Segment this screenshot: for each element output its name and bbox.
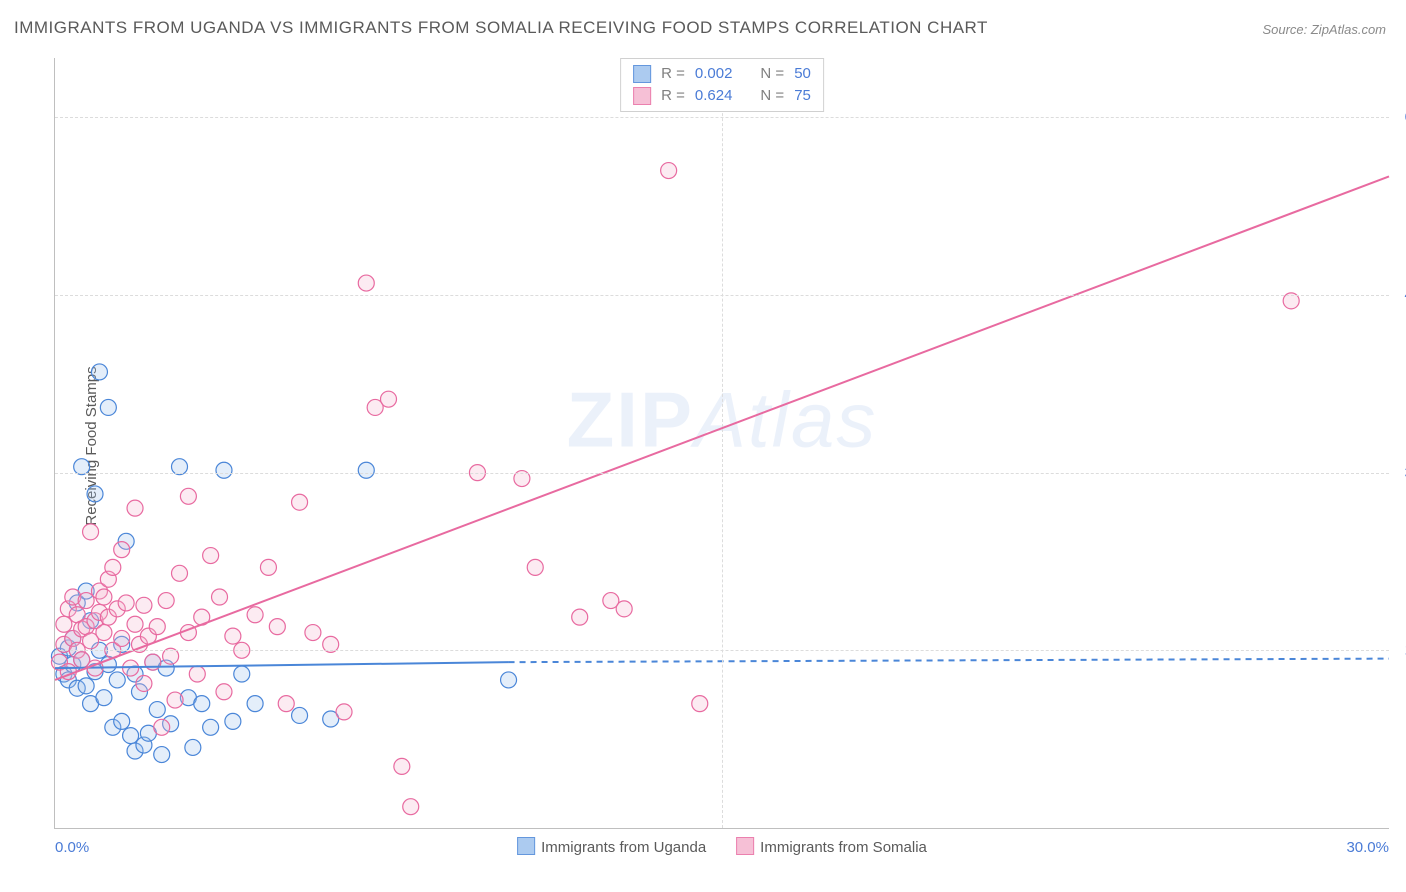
data-point-somalia (305, 625, 321, 641)
data-point-somalia (56, 616, 72, 632)
data-point-somalia (358, 275, 374, 291)
data-point-somalia (216, 684, 232, 700)
data-point-somalia (616, 601, 632, 617)
data-point-somalia (78, 593, 94, 609)
y-tick-label: 60.0% (1395, 109, 1406, 126)
trend-line-uganda (509, 659, 1389, 663)
data-point-somalia (661, 163, 677, 179)
data-point-somalia (172, 565, 188, 581)
data-point-somalia (403, 799, 419, 815)
data-point-somalia (167, 692, 183, 708)
r-label: R = (661, 63, 685, 85)
data-point-somalia (114, 630, 130, 646)
data-point-somalia (212, 589, 228, 605)
data-point-somalia (105, 559, 121, 575)
data-point-somalia (127, 616, 143, 632)
n-value-uganda: 50 (794, 63, 811, 85)
data-point-somalia (260, 559, 276, 575)
data-point-uganda (96, 690, 112, 706)
r-value-somalia: 0.624 (695, 85, 733, 107)
chart-title: IMMIGRANTS FROM UGANDA VS IMMIGRANTS FRO… (14, 18, 988, 38)
legend-label-somalia: Immigrants from Somalia (760, 839, 927, 856)
n-value-somalia: 75 (794, 85, 811, 107)
legend-series: Immigrants from Uganda Immigrants from S… (517, 837, 927, 856)
y-tick-label: 30.0% (1395, 464, 1406, 481)
data-point-uganda (194, 696, 210, 712)
legend-stats: R = 0.002 N = 50 R = 0.624 N = 75 (620, 58, 824, 112)
data-point-uganda (149, 702, 165, 718)
n-label: N = (760, 63, 784, 85)
data-point-somalia (292, 494, 308, 510)
y-tick-label: 15.0% (1395, 642, 1406, 659)
y-tick-label: 45.0% (1395, 286, 1406, 303)
n-label: N = (760, 85, 784, 107)
data-point-uganda (123, 728, 139, 744)
data-point-somalia (336, 704, 352, 720)
data-point-uganda (100, 399, 116, 415)
data-point-somalia (572, 609, 588, 625)
legend-stats-row-somalia: R = 0.624 N = 75 (633, 85, 811, 107)
data-point-somalia (127, 500, 143, 516)
data-point-somalia (158, 593, 174, 609)
data-point-somalia (527, 559, 543, 575)
data-point-uganda (91, 364, 107, 380)
data-point-somalia (136, 597, 152, 613)
data-point-somalia (225, 628, 241, 644)
legend-swatch-somalia (736, 837, 754, 855)
data-point-somalia (692, 696, 708, 712)
data-point-uganda (225, 713, 241, 729)
legend-item-uganda: Immigrants from Uganda (517, 837, 706, 856)
source-credit: Source: ZipAtlas.com (1262, 22, 1386, 37)
data-point-uganda (114, 713, 130, 729)
data-point-somalia (149, 619, 165, 635)
data-point-uganda (185, 739, 201, 755)
r-value-uganda: 0.002 (695, 63, 733, 85)
data-point-somalia (189, 666, 205, 682)
legend-swatch-uganda (633, 65, 651, 83)
data-point-somalia (381, 391, 397, 407)
x-tick-label: 30.0% (1346, 839, 1389, 856)
data-point-somalia (394, 758, 410, 774)
data-point-uganda (358, 462, 374, 478)
data-point-uganda (154, 747, 170, 763)
data-point-uganda (78, 678, 94, 694)
data-point-somalia (247, 607, 263, 623)
legend-swatch-uganda (517, 837, 535, 855)
data-point-somalia (278, 696, 294, 712)
legend-stats-row-uganda: R = 0.002 N = 50 (633, 63, 811, 85)
data-point-somalia (118, 595, 134, 611)
legend-label-uganda: Immigrants from Uganda (541, 839, 706, 856)
data-point-somalia (96, 625, 112, 641)
data-point-uganda (109, 672, 125, 688)
data-point-somalia (154, 719, 170, 735)
data-point-uganda (203, 719, 219, 735)
data-point-uganda (501, 672, 517, 688)
data-point-somalia (269, 619, 285, 635)
legend-item-somalia: Immigrants from Somalia (736, 837, 927, 856)
data-point-uganda (216, 462, 232, 478)
data-point-somalia (203, 548, 219, 564)
data-point-somalia (114, 542, 130, 558)
data-point-uganda (292, 707, 308, 723)
data-point-somalia (136, 675, 152, 691)
data-point-somalia (83, 524, 99, 540)
legend-swatch-somalia (633, 87, 651, 105)
data-point-uganda (87, 486, 103, 502)
data-point-somalia (96, 589, 112, 605)
data-point-somalia (180, 488, 196, 504)
x-tick-label: 0.0% (55, 839, 89, 856)
data-point-uganda (234, 666, 250, 682)
plot-area: ZIPAtlas R = 0.002 N = 50 R = 0.624 N = … (54, 58, 1389, 829)
data-point-uganda (247, 696, 263, 712)
r-label: R = (661, 85, 685, 107)
